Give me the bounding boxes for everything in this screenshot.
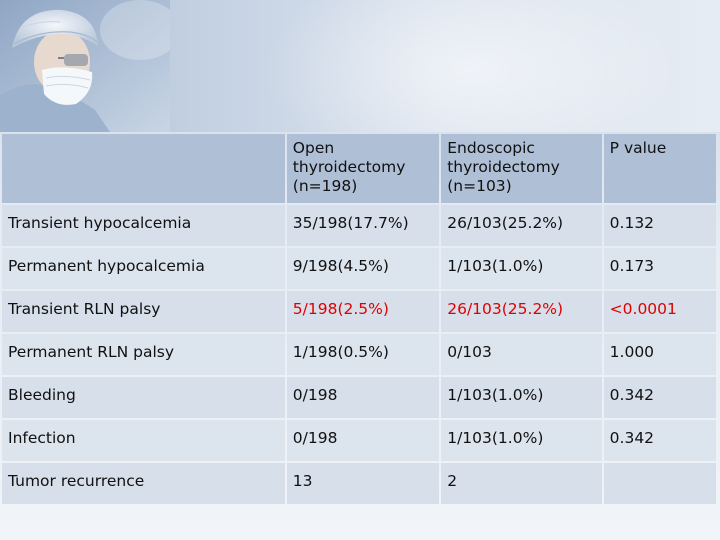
cell-open: 0/198 (286, 377, 440, 418)
table-row: Tumor recurrence 13 2 (2, 463, 716, 504)
row-label: Transient hypocalcemia (2, 205, 285, 246)
row-label: Permanent RLN palsy (2, 334, 285, 375)
table-row: Permanent hypocalcemia 9/198(4.5%) 1/103… (2, 248, 716, 289)
complications-table: Open thyroidectomy (n=198) Endoscopic th… (0, 132, 718, 506)
banner-glow (260, 0, 680, 132)
header-p-value: P value (603, 134, 716, 203)
row-label: Permanent hypocalcemia (2, 248, 285, 289)
cell-open: 0/198 (286, 420, 440, 461)
cell-open: 1/198(0.5%) (286, 334, 440, 375)
cell-p-value: 1.000 (603, 334, 716, 375)
cell-endoscopic: 0/103 (441, 334, 602, 375)
cell-p-value: 0.132 (603, 205, 716, 246)
cell-endoscopic: 1/103(1.0%) (441, 248, 602, 289)
table-row: Permanent RLN palsy 1/198(0.5%) 0/103 1.… (2, 334, 716, 375)
cell-open-highlighted: 5/198(2.5%) (286, 291, 440, 332)
cell-open: 13 (286, 463, 440, 504)
cell-endoscopic: 1/103(1.0%) (441, 420, 602, 461)
cell-p-value: 0.342 (603, 377, 716, 418)
header-endoscopic-thyroidectomy: Endoscopic thyroidectomy (n=103) (441, 134, 602, 203)
table-row: Bleeding 0/198 1/103(1.0%) 0.342 (2, 377, 716, 418)
row-label: Bleeding (2, 377, 285, 418)
cell-p-value-highlighted: <0.0001 (603, 291, 716, 332)
header-endo-line-1: Endoscopic (447, 139, 535, 157)
cell-endoscopic: 2 (441, 463, 602, 504)
header-open-thyroidectomy: Open thyroidectomy (n=198) (286, 134, 440, 203)
cell-endoscopic-highlighted: 26/103(25.2%) (441, 291, 602, 332)
header-endo-line-3: (n=103) (447, 177, 512, 195)
cell-endoscopic: 26/103(25.2%) (441, 205, 602, 246)
header-banner (0, 0, 720, 132)
table-header-row: Open thyroidectomy (n=198) Endoscopic th… (2, 134, 716, 203)
cell-p-value: 0.173 (603, 248, 716, 289)
cell-open: 35/198(17.7%) (286, 205, 440, 246)
surgeon-photo (0, 0, 170, 132)
cell-p-value (603, 463, 716, 504)
table-row: Infection 0/198 1/103(1.0%) 0.342 (2, 420, 716, 461)
cell-open: 9/198(4.5%) (286, 248, 440, 289)
header-open-line-2: thyroidectomy (292, 158, 406, 176)
row-label: Infection (2, 420, 285, 461)
cell-p-value: 0.342 (603, 420, 716, 461)
header-open-line-1: Open (292, 139, 335, 157)
row-label: Transient RLN palsy (2, 291, 285, 332)
cell-endoscopic: 1/103(1.0%) (441, 377, 602, 418)
header-cell-empty (2, 134, 285, 203)
table-row: Transient RLN palsy 5/198(2.5%) 26/103(2… (2, 291, 716, 332)
row-label: Tumor recurrence (2, 463, 285, 504)
table-row: Transient hypocalcemia 35/198(17.7%) 26/… (2, 205, 716, 246)
header-endo-line-2: thyroidectomy (447, 158, 560, 176)
header-open-line-3: (n=198) (292, 177, 358, 195)
